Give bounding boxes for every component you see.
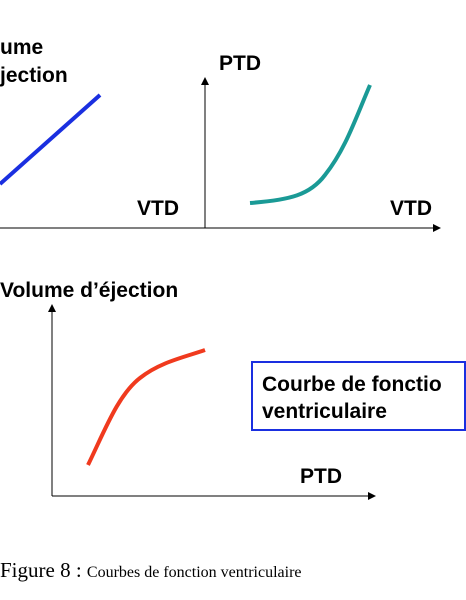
curve [0, 93, 102, 186]
curve [86, 348, 206, 466]
curve [249, 84, 372, 205]
y-label: ume [0, 36, 43, 59]
label-box [251, 361, 466, 431]
caption-label: Figure 8 : [0, 558, 87, 582]
x-label: VTD [137, 197, 179, 220]
x-label: VTD [390, 197, 432, 220]
y-label: PTD [219, 52, 261, 75]
box-text: ventriculaire [262, 400, 387, 423]
caption: Figure 8 : Courbes de fonction ventricul… [0, 558, 302, 582]
caption-text: Courbes de fonction ventriculaire [87, 564, 302, 581]
y-label: Volume d’éjection [0, 279, 178, 302]
y-label: jection [0, 64, 68, 87]
x-label: PTD [300, 465, 342, 488]
box-text: Courbe de fonctio [262, 373, 442, 396]
